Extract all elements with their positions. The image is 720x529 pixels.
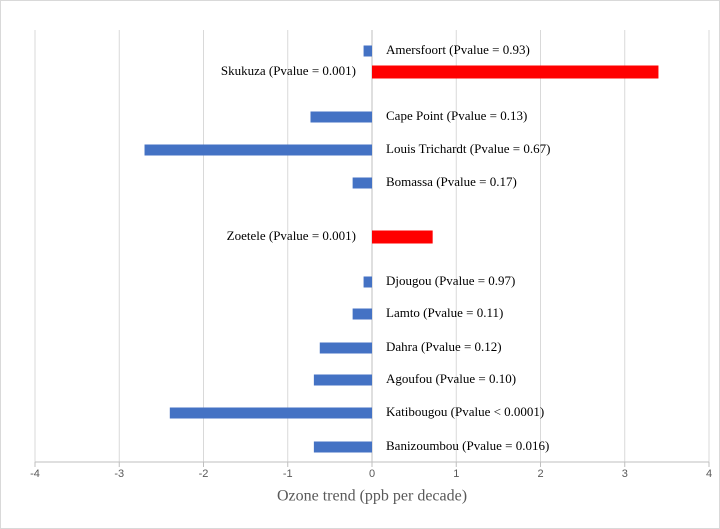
x-tick-label: 0 <box>369 468 375 480</box>
bar <box>372 230 433 244</box>
category-label: Louis Trichardt (Pvalue = 0.67) <box>386 141 550 156</box>
bar <box>169 407 372 419</box>
bar <box>372 65 659 79</box>
bar <box>319 342 372 354</box>
category-label: Djougou (Pvalue = 0.97) <box>386 273 515 288</box>
category-label: Katibougou (Pvalue < 0.0001) <box>386 404 544 419</box>
bar <box>313 441 372 453</box>
category-label: Zoetele (Pvalue = 0.001) <box>227 228 356 243</box>
bar <box>352 177 372 189</box>
x-axis-title: Ozone trend (ppb per decade) <box>277 488 467 505</box>
bar <box>310 111 372 123</box>
category-label: Lamto (Pvalue = 0.11) <box>386 305 503 320</box>
bar <box>363 276 372 288</box>
x-tick-label: -3 <box>114 468 124 480</box>
category-label: Agoufou (Pvalue = 0.10) <box>386 371 516 386</box>
category-label: Amersfoort (Pvalue = 0.93) <box>386 42 530 57</box>
category-label: Banizoumbou (Pvalue = 0.016) <box>386 438 549 453</box>
category-label: Cape Point (Pvalue = 0.13) <box>386 108 527 123</box>
x-tick-label: 3 <box>622 468 628 480</box>
x-tick-label: 1 <box>453 468 459 480</box>
bar <box>144 144 372 156</box>
bar <box>313 374 372 386</box>
x-tick-label: -2 <box>199 468 209 480</box>
x-tick-label: 2 <box>537 468 543 480</box>
bar <box>352 308 372 320</box>
x-tick-label: -4 <box>30 468 40 480</box>
bar <box>363 45 372 57</box>
category-label: Bomassa (Pvalue = 0.17) <box>386 174 517 189</box>
category-label: Dahra (Pvalue = 0.12) <box>386 339 502 354</box>
category-label: Skukuza (Pvalue = 0.001) <box>221 63 356 78</box>
x-tick-label: 4 <box>706 468 712 480</box>
x-tick-label: -1 <box>283 468 293 480</box>
